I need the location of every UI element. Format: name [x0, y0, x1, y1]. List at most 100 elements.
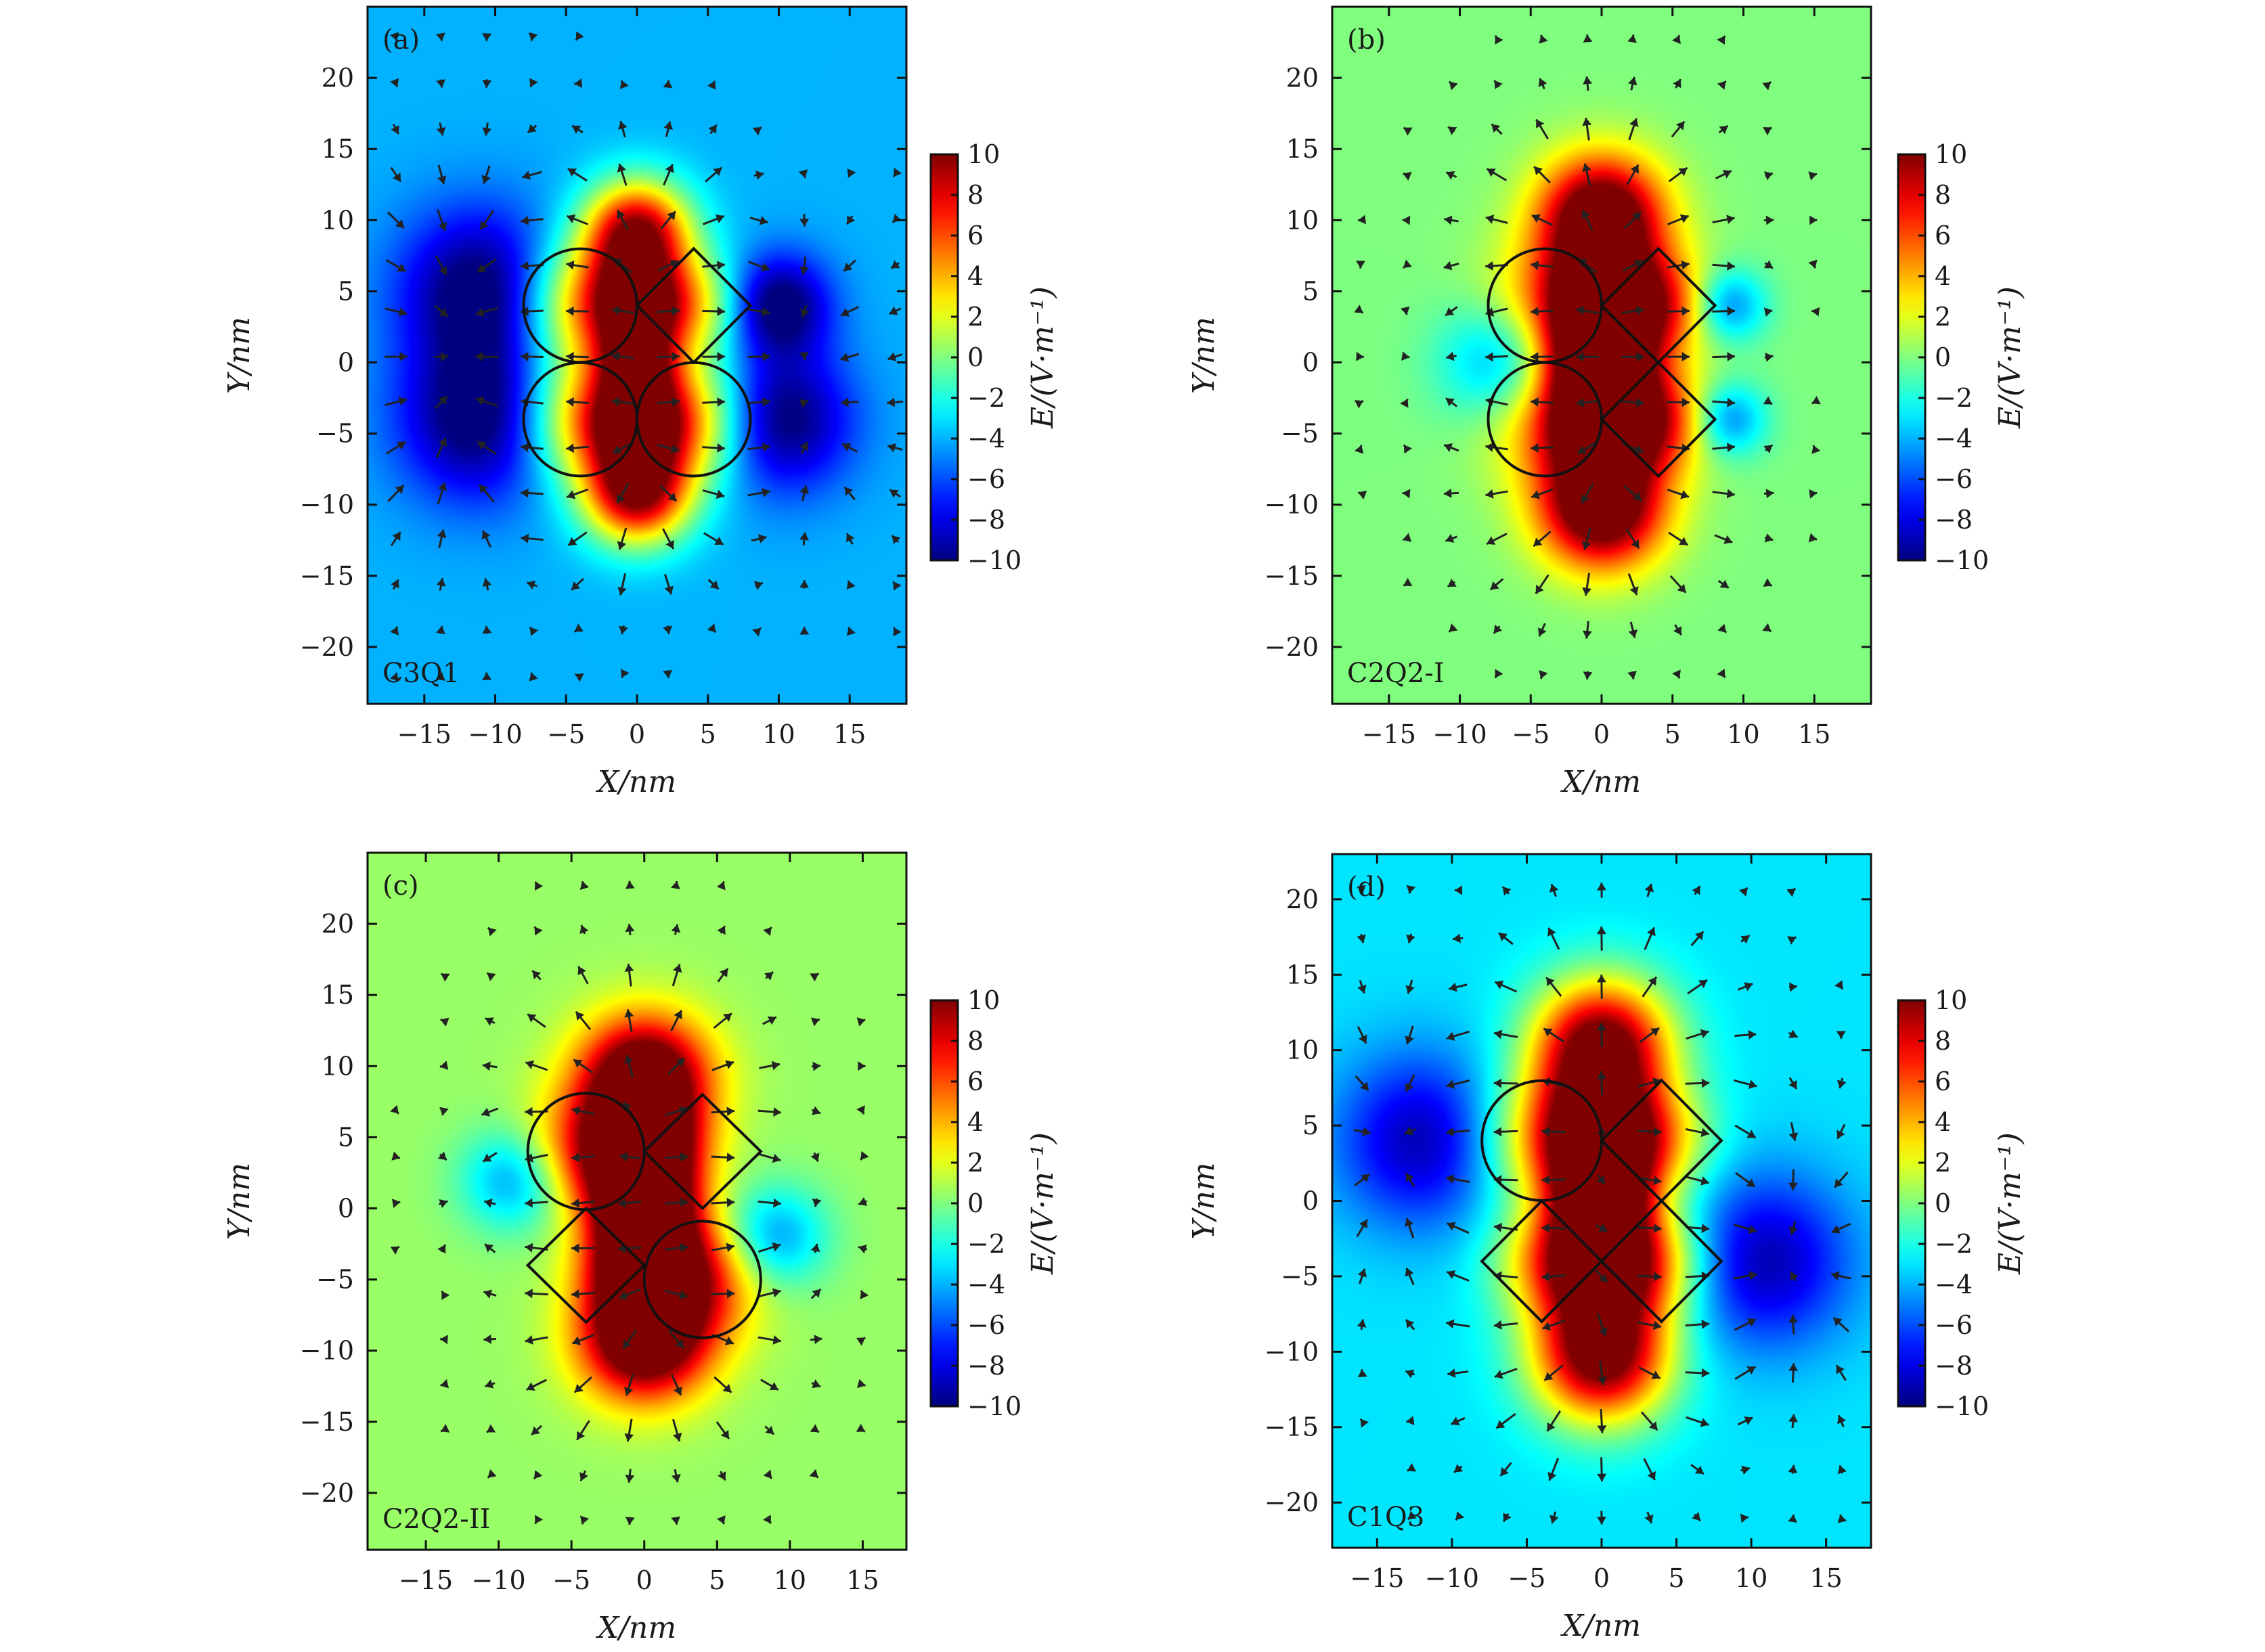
- field-arrowhead: [1485, 261, 1493, 271]
- field-arrowhead: [717, 397, 725, 407]
- field-arrowhead: [1834, 1178, 1843, 1188]
- field-arrowhead: [391, 125, 399, 135]
- field-arrowhead: [720, 1429, 729, 1439]
- colorbar-label: E/(V·m⁻¹): [1993, 1132, 2027, 1275]
- field-arrowhead: [1446, 171, 1455, 180]
- field-arrowhead: [762, 351, 770, 361]
- field-heatmap: [1332, 854, 1871, 1548]
- field-arrowhead: [623, 1387, 634, 1396]
- colorbar: 10 8 6 4 2 0 −2 −4 −6 −8 −10 E/(V·m⁻¹): [1897, 985, 2027, 1421]
- field-arrowhead: [772, 1288, 781, 1297]
- field-arrowhead: [1741, 1465, 1750, 1475]
- field-arrowhead: [1646, 927, 1656, 937]
- y-tick-label: −5: [316, 419, 354, 449]
- field-arrowhead: [436, 625, 445, 635]
- field-arrowhead: [439, 1199, 448, 1209]
- field-arrowhead: [1727, 351, 1735, 361]
- field-arrowhead: [522, 171, 531, 180]
- x-tick-label: 15: [1798, 719, 1830, 749]
- field-arrowhead: [534, 881, 544, 891]
- field-arrowhead: [1836, 1365, 1845, 1375]
- field-arrowhead: [482, 625, 492, 634]
- field-arrowhead: [1809, 215, 1818, 225]
- field-arrowhead: [1634, 445, 1644, 454]
- field-arrowhead: [477, 441, 487, 450]
- field-arrowhead: [772, 1153, 781, 1163]
- field-arrowhead: [1354, 445, 1364, 454]
- field-arrowhead: [1403, 127, 1413, 136]
- field-arrowhead: [1446, 1031, 1455, 1041]
- field-arrowhead: [893, 627, 902, 637]
- colorbar-tick-label: −2: [967, 1229, 1005, 1259]
- field-arrowhead: [483, 1289, 493, 1299]
- field-arrowhead: [479, 485, 488, 494]
- field-arrowhead: [764, 972, 774, 981]
- field-arrowhead: [1405, 1035, 1414, 1044]
- field-arrowhead: [858, 1061, 866, 1071]
- field-arrowhead: [1652, 1077, 1661, 1087]
- field-arrowhead: [759, 216, 768, 225]
- field-arrowhead: [1723, 535, 1733, 544]
- field-arrowhead: [1549, 1515, 1559, 1524]
- field-arrowhead: [1487, 536, 1496, 545]
- field-arrowhead: [1582, 587, 1592, 596]
- y-tick-label: −10: [300, 1336, 354, 1366]
- field-arrowhead: [1650, 1027, 1660, 1037]
- square-particle: [1600, 360, 1717, 478]
- panel-label: (d): [1347, 872, 1386, 903]
- field-arrowhead: [1361, 1174, 1370, 1183]
- field-arrowhead: [1748, 1030, 1757, 1040]
- field-arrowhead: [887, 443, 896, 453]
- field-arrowhead: [440, 1335, 448, 1345]
- field-arrowhead: [755, 170, 764, 180]
- field-arrowhead: [1726, 489, 1735, 499]
- colorbar-tick-label: 8: [967, 1026, 984, 1056]
- field-arrowhead: [1648, 1421, 1658, 1431]
- colorbar-tick-label: 10: [967, 985, 1000, 1015]
- field-arrowhead: [1577, 445, 1587, 454]
- field-arrowhead: [485, 1017, 494, 1026]
- colorbar-tick-label: −8: [967, 505, 1005, 535]
- colorbar-tick-label: 6: [1935, 1067, 1951, 1096]
- field-arrowhead: [1717, 623, 1727, 633]
- field-arrowhead: [1739, 887, 1748, 897]
- y-tick-label: −15: [300, 561, 354, 591]
- field-arrowhead: [1701, 1368, 1710, 1378]
- field-arrowhead: [1632, 212, 1642, 221]
- field-arrowhead: [1727, 261, 1735, 271]
- field-arrowhead: [672, 397, 680, 407]
- field-arrowhead: [525, 1243, 533, 1253]
- field-arrowhead: [671, 1516, 680, 1525]
- field-arrowhead: [773, 1107, 781, 1117]
- field-arrowhead: [1446, 1127, 1454, 1137]
- field-arrowhead: [810, 1017, 820, 1027]
- x-axis-label: X/nm: [596, 765, 676, 799]
- field-arrowhead: [707, 623, 716, 633]
- field-arrowhead: [390, 1246, 399, 1255]
- field-arrowhead: [390, 78, 399, 87]
- field-arrowhead: [663, 625, 672, 634]
- field-arrowhead: [892, 535, 901, 545]
- field-arrowhead: [1694, 1465, 1704, 1475]
- colorbar-tick-label: −4: [967, 1270, 1005, 1299]
- field-arrowhead: [1763, 307, 1773, 317]
- field-arrowhead: [529, 627, 539, 636]
- field-arrowhead: [1446, 1319, 1455, 1329]
- y-tick-label: 20: [1286, 63, 1319, 93]
- field-arrowhead: [1648, 977, 1656, 986]
- field-arrowhead: [1449, 982, 1457, 992]
- field-arrowhead: [521, 261, 529, 271]
- field-arrowhead: [1499, 933, 1508, 941]
- field-arrowhead: [1500, 1467, 1510, 1476]
- field-arrowhead: [1358, 215, 1366, 225]
- field-arrowhead: [1746, 1178, 1755, 1187]
- square-particle: [642, 1092, 763, 1211]
- field-arrowhead: [799, 309, 810, 318]
- field-arrowhead: [799, 219, 810, 227]
- field-arrowhead: [617, 210, 625, 219]
- colorbar-tick-label: 2: [967, 302, 984, 332]
- field-arrowhead: [1356, 261, 1366, 269]
- field-arrowhead: [579, 1472, 588, 1481]
- field-arrows: [1354, 34, 1821, 680]
- field-arrowhead: [1446, 1174, 1455, 1184]
